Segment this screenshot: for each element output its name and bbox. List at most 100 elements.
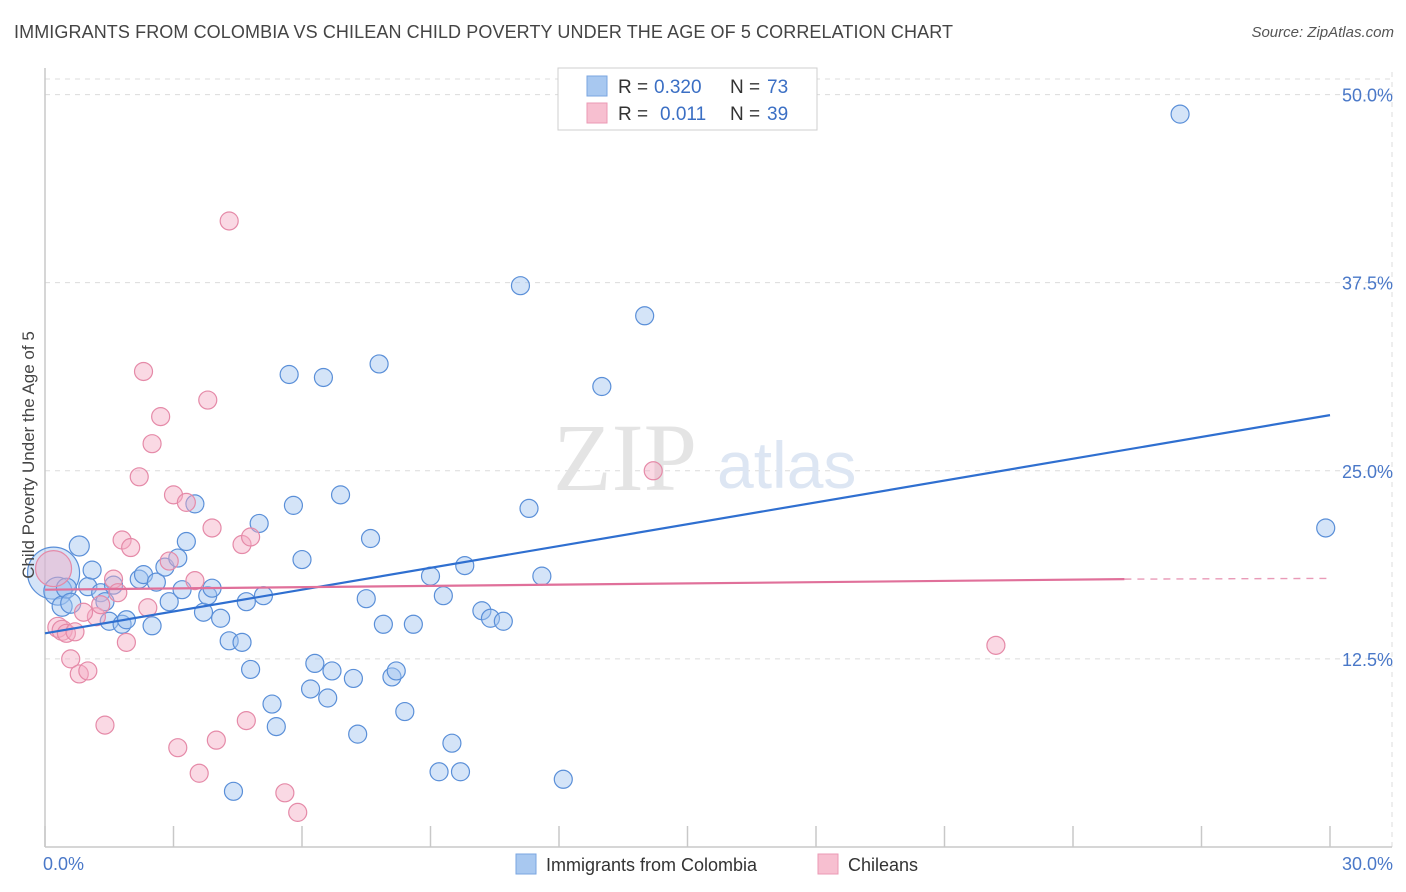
colombia-point-16 bbox=[142, 616, 162, 636]
y-tick-label-0: 12.5% bbox=[1342, 650, 1393, 670]
watermark: ZIP atlas bbox=[553, 404, 856, 511]
chileans-point-4 bbox=[61, 649, 81, 669]
colombia-point-68 bbox=[553, 769, 573, 789]
colombia-point-70 bbox=[635, 306, 655, 326]
colombia-point-57 bbox=[429, 762, 449, 782]
legend-swatch-chileans bbox=[586, 102, 608, 124]
colombia-point-38 bbox=[283, 495, 304, 515]
colombia-point-61 bbox=[455, 555, 475, 576]
colombia-point-54 bbox=[395, 701, 415, 722]
y-tick-labels: 12.5% 25.0% 37.5% 50.0% bbox=[1342, 86, 1393, 670]
colombia-point-51 bbox=[373, 614, 393, 634]
chileans-point-24 bbox=[176, 492, 196, 512]
chileans-point-34 bbox=[275, 783, 295, 803]
chileans-point-10 bbox=[95, 715, 115, 735]
colombia-point-45 bbox=[330, 485, 351, 505]
chileans-point-20 bbox=[151, 407, 171, 427]
colombia-point-66 bbox=[519, 498, 539, 519]
bottom-legend-swatch-colombia bbox=[515, 853, 537, 875]
chileans-point-14 bbox=[116, 632, 136, 652]
colombia-point-46 bbox=[343, 668, 363, 689]
watermark-atlas: atlas bbox=[717, 428, 856, 502]
colombia-point-71 bbox=[1170, 104, 1190, 124]
colombia-point-72 bbox=[1316, 518, 1336, 538]
chileans-point-26 bbox=[189, 763, 209, 783]
y-tick-label-3: 50.0% bbox=[1342, 86, 1393, 106]
colombia-point-64 bbox=[493, 611, 513, 631]
y-tick-label-1: 25.0% bbox=[1342, 462, 1393, 482]
colombia-point-44 bbox=[322, 661, 342, 681]
chart-title: IMMIGRANTS FROM COLOMBIA VS CHILEAN CHIL… bbox=[14, 22, 954, 42]
colombia-point-32 bbox=[241, 659, 261, 680]
legend-r-label-2: R = bbox=[618, 104, 648, 125]
chileans-point-5 bbox=[65, 622, 85, 642]
colombia-point-43 bbox=[318, 688, 338, 708]
colombia-point-41 bbox=[305, 653, 325, 674]
x-tick-label-min: 0.0% bbox=[43, 854, 84, 874]
colombia-point-58 bbox=[433, 586, 453, 606]
chileans-point-30 bbox=[219, 211, 239, 231]
colombia-point-29 bbox=[223, 781, 244, 801]
chileans-point-12 bbox=[108, 583, 128, 603]
bottom-legend: Immigrants from Colombia Chileans bbox=[515, 853, 918, 875]
colombia-point-47 bbox=[348, 724, 368, 744]
bottom-legend-swatch-chileans bbox=[817, 853, 839, 875]
colombia-point-27 bbox=[211, 608, 231, 628]
chileans-point-38 bbox=[73, 602, 94, 622]
chileans-point-0 bbox=[34, 550, 73, 588]
legend-n-label-2: N = bbox=[730, 104, 760, 125]
colombia-point-36 bbox=[266, 717, 286, 737]
x-tick-label-max: 30.0% bbox=[1342, 854, 1393, 874]
chileans-point-36 bbox=[643, 461, 663, 481]
colombia-point-22 bbox=[176, 531, 196, 552]
colombia-point-35 bbox=[262, 694, 282, 714]
legend-n-value-2: 39 bbox=[767, 104, 788, 125]
data-points bbox=[26, 104, 1336, 822]
chart-source: Source: ZipAtlas.com bbox=[1251, 24, 1394, 41]
legend-swatch-colombia bbox=[586, 75, 608, 97]
colombia-point-60 bbox=[450, 762, 471, 782]
colombia-point-19 bbox=[159, 592, 179, 612]
colombia-point-69 bbox=[592, 376, 612, 397]
bottom-legend-label-chileans: Chileans bbox=[848, 855, 918, 875]
axes bbox=[44, 68, 1392, 848]
bottom-legend-label-colombia: Immigrants from Colombia bbox=[546, 855, 758, 875]
chileans-point-29 bbox=[206, 730, 226, 750]
legend-r-value-1: 0.320 bbox=[654, 77, 702, 98]
chileans-point-28 bbox=[202, 518, 222, 538]
chileans-point-21 bbox=[159, 551, 179, 571]
y-tick-label-2: 37.5% bbox=[1342, 274, 1393, 294]
colombia-point-48 bbox=[356, 589, 376, 609]
chileans-point-19 bbox=[142, 434, 162, 454]
trend-lines bbox=[44, 414, 1331, 635]
chileans-point-16 bbox=[129, 467, 149, 487]
colombia-point-5 bbox=[68, 535, 90, 557]
chileans-point-23 bbox=[168, 738, 188, 758]
colombia-point-59 bbox=[442, 733, 462, 753]
chileans-point-8 bbox=[86, 607, 107, 627]
colombia-point-7 bbox=[82, 560, 102, 580]
colombia-point-67 bbox=[532, 566, 552, 586]
colombia-point-17 bbox=[146, 572, 166, 592]
chileans-point-15 bbox=[121, 537, 141, 558]
colombia-point-2 bbox=[51, 595, 73, 617]
colombia-point-55 bbox=[403, 614, 423, 634]
colombia-point-33 bbox=[249, 513, 269, 534]
colombia-point-39 bbox=[292, 549, 312, 570]
colombia-point-53 bbox=[386, 661, 406, 681]
y-axis-label: Child Poverty Under the Age of 5 bbox=[19, 331, 38, 579]
colombia-point-50 bbox=[369, 354, 389, 374]
watermark-zip: ZIP bbox=[553, 404, 697, 511]
chileans-point-27 bbox=[198, 390, 218, 410]
chileans-point-32 bbox=[236, 710, 256, 731]
x-tick-labels: 0.0% 30.0% bbox=[43, 854, 1393, 874]
colombia-point-40 bbox=[300, 679, 321, 699]
chileans-point-25 bbox=[185, 571, 205, 591]
chileans-trend-line-extension bbox=[1124, 577, 1331, 580]
colombia-point-42 bbox=[313, 367, 334, 388]
chileans-point-35 bbox=[288, 802, 308, 822]
colombia-point-49 bbox=[360, 528, 381, 549]
chileans-point-17 bbox=[133, 361, 154, 382]
chileans-point-9 bbox=[91, 595, 111, 615]
